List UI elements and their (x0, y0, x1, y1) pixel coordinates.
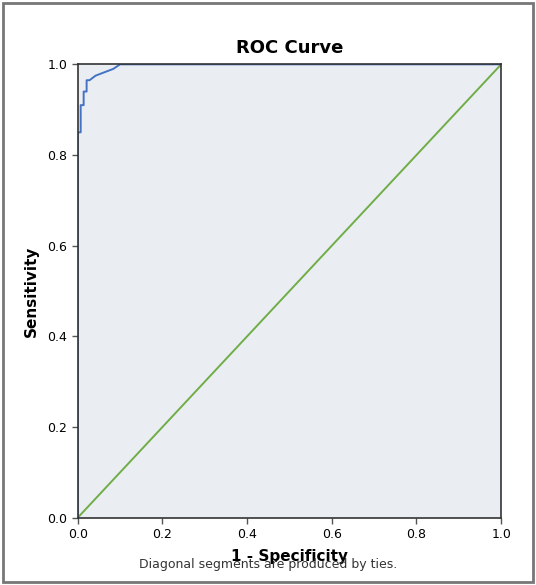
Y-axis label: Sensitivity: Sensitivity (24, 245, 39, 337)
Text: Diagonal segments are produced by ties.: Diagonal segments are produced by ties. (139, 558, 397, 571)
X-axis label: 1 - Specificity: 1 - Specificity (231, 549, 348, 565)
Title: ROC Curve: ROC Curve (236, 39, 343, 57)
